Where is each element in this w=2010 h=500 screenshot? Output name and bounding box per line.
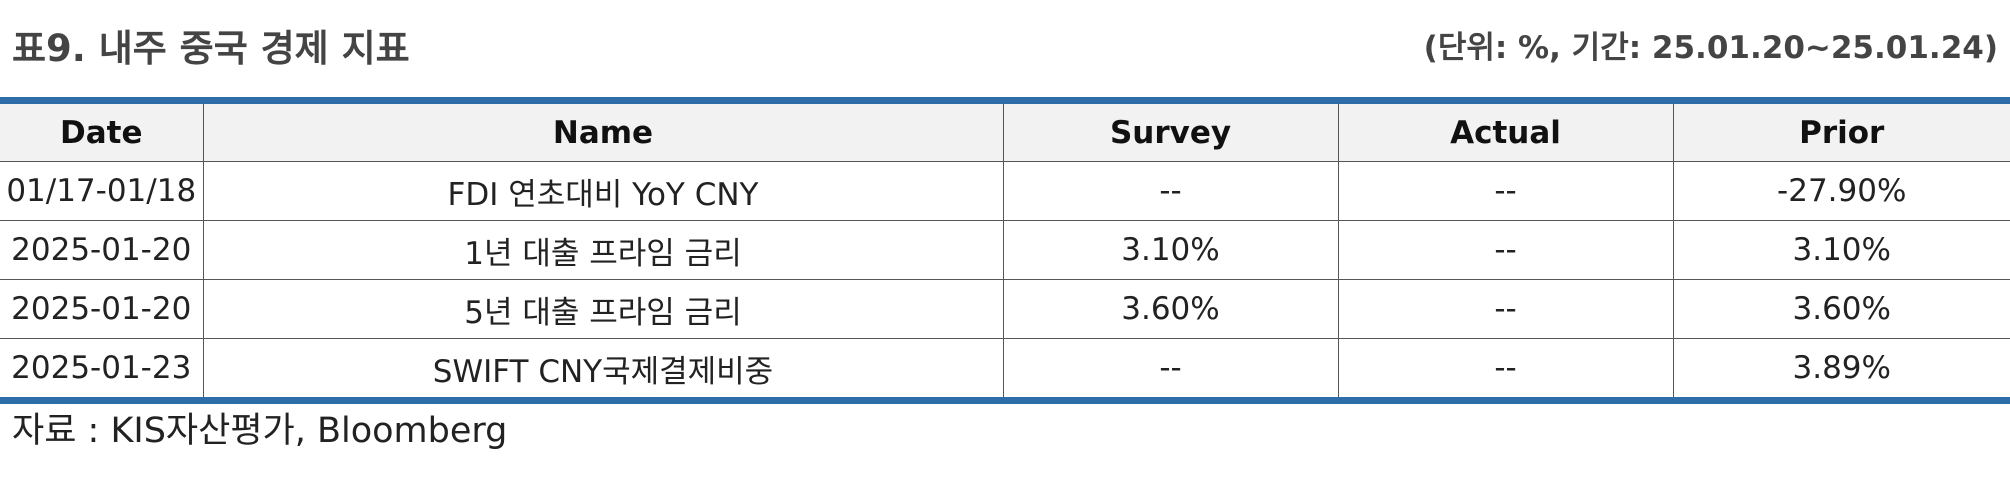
- column-header-name: Name: [202, 104, 1004, 162]
- table-row: 2025-01-20 5년 대출 프라임 금리 3.60% -- 3.60%: [0, 279, 2010, 339]
- table-row: 01/17-01/18 FDI 연초대비 YoY CNY -- -- -27.9…: [0, 161, 2010, 221]
- cell-prior: 3.60%: [1672, 279, 2010, 339]
- indicator-table: Date Name Survey Actual Prior 01/17-01/1…: [0, 104, 2010, 397]
- cell-name: FDI 연초대비 YoY CNY: [202, 161, 1004, 221]
- cell-prior: 3.10%: [1672, 220, 2010, 280]
- unit-note: (단위: %, 기간: 25.01.20~25.01.24): [1423, 30, 1998, 66]
- cell-actual: --: [1337, 338, 1674, 397]
- column-header-survey: Survey: [1002, 104, 1339, 162]
- cell-actual: --: [1337, 220, 1674, 280]
- cell-name: SWIFT CNY국제결제비중: [202, 338, 1004, 397]
- cell-date: 2025-01-20: [0, 220, 204, 280]
- cell-actual: --: [1337, 279, 1674, 339]
- cell-survey: 3.60%: [1002, 279, 1339, 339]
- cell-prior: -27.90%: [1672, 161, 2010, 221]
- table-row: 2025-01-23 SWIFT CNY국제결제비중 -- -- 3.89%: [0, 338, 2010, 397]
- cell-survey: --: [1002, 161, 1339, 221]
- cell-prior: 3.89%: [1672, 338, 2010, 397]
- column-header-date: Date: [0, 104, 204, 162]
- cell-survey: 3.10%: [1002, 220, 1339, 280]
- cell-date: 2025-01-23: [0, 338, 204, 397]
- table-header-row: Date Name Survey Actual Prior: [0, 104, 2010, 162]
- column-header-actual: Actual: [1337, 104, 1674, 162]
- table-row: 2025-01-20 1년 대출 프라임 금리 3.10% -- 3.10%: [0, 220, 2010, 280]
- cell-actual: --: [1337, 161, 1674, 221]
- table-title: 표9. 내주 중국 경제 지표: [12, 27, 410, 70]
- cell-name: 5년 대출 프라임 금리: [202, 279, 1004, 339]
- cell-date: 2025-01-20: [0, 279, 204, 339]
- column-header-prior: Prior: [1672, 104, 2010, 162]
- cell-date: 01/17-01/18: [0, 161, 204, 221]
- cell-name: 1년 대출 프라임 금리: [202, 220, 1004, 280]
- indicator-table-container: Date Name Survey Actual Prior 01/17-01/1…: [0, 97, 2010, 404]
- source-note: 자료 : KIS자산평가, Bloomberg: [12, 411, 508, 451]
- cell-survey: --: [1002, 338, 1339, 397]
